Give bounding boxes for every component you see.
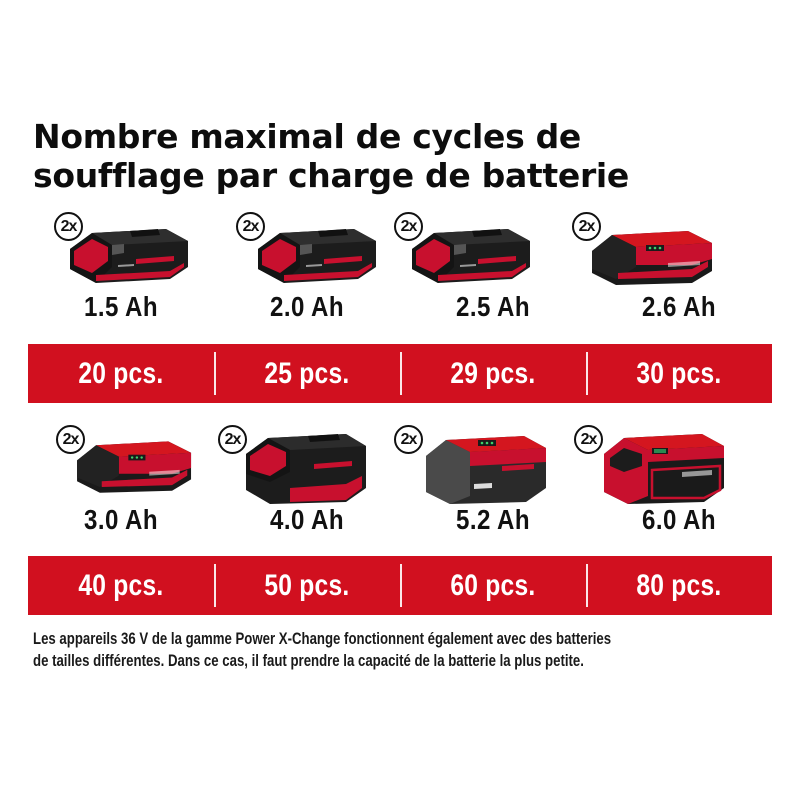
cycles-cell: 40 pcs. bbox=[28, 556, 214, 615]
battery-card: 2x 5.2 Ah bbox=[394, 420, 586, 550]
battery-card: 2x 4.0 Ah bbox=[214, 420, 400, 550]
page-title: Nombre maximal de cycles de soufflage pa… bbox=[33, 117, 773, 195]
quantity-badge: 2x bbox=[218, 425, 247, 454]
battery-card: 2x 6.0 Ah bbox=[574, 420, 772, 550]
battery-icon bbox=[426, 436, 546, 504]
quantity-badge: 2x bbox=[572, 212, 601, 241]
cycles-cell: 20 pcs. bbox=[28, 344, 214, 403]
battery-capacity: 6.0 Ah bbox=[642, 504, 716, 535]
quantity-badge: 2x bbox=[236, 212, 265, 241]
title-line-2: soufflage par charge de batterie bbox=[33, 156, 630, 195]
cycles-cell: 30 pcs. bbox=[586, 344, 772, 403]
cycles-value: 80 pcs. bbox=[636, 568, 722, 602]
cycles-value: 60 pcs. bbox=[450, 568, 536, 602]
cycles-value: 25 pcs. bbox=[264, 356, 350, 390]
battery-icon bbox=[602, 432, 726, 506]
battery-icon bbox=[70, 229, 188, 283]
quantity-badge: 2x bbox=[574, 425, 603, 454]
cycles-cell: 80 pcs. bbox=[586, 556, 772, 615]
title-line-1: Nombre maximal de cycles de bbox=[33, 117, 582, 156]
battery-icon bbox=[77, 441, 192, 493]
battery-row-1: 2x 1.5 Ah 2x 2.0 Ah 2x 2.5 Ah 2x 2.6 Ah bbox=[28, 207, 772, 337]
cycles-cell: 50 pcs. bbox=[214, 556, 400, 615]
battery-icon bbox=[246, 434, 366, 504]
battery-capacity: 5.2 Ah bbox=[456, 504, 530, 535]
quantity-badge: 2x bbox=[394, 212, 423, 241]
cycles-value: 40 pcs. bbox=[78, 568, 164, 602]
battery-icon bbox=[412, 229, 530, 283]
cycles-cell: 29 pcs. bbox=[400, 344, 586, 403]
cycles-bar-row-2: 40 pcs. 50 pcs. 60 pcs. 80 pcs. bbox=[28, 556, 772, 615]
quantity-badge: 2x bbox=[54, 212, 83, 241]
battery-capacity: 2.6 Ah bbox=[642, 291, 716, 322]
quantity-badge: 2x bbox=[56, 425, 85, 454]
battery-capacity: 3.0 Ah bbox=[84, 504, 158, 535]
battery-capacity: 4.0 Ah bbox=[270, 504, 344, 535]
cycles-value: 29 pcs. bbox=[450, 356, 536, 390]
battery-icon bbox=[592, 231, 712, 285]
battery-card: 2x 1.5 Ah bbox=[28, 207, 214, 337]
footnote: Les appareils 36 V de la gamme Power X-C… bbox=[33, 628, 641, 672]
footnote-line-1: Les appareils 36 V de la gamme Power X-C… bbox=[33, 630, 612, 648]
cycles-value: 50 pcs. bbox=[264, 568, 350, 602]
cycles-value: 20 pcs. bbox=[78, 356, 164, 390]
battery-capacity: 1.5 Ah bbox=[84, 291, 158, 322]
battery-capacity: 2.0 Ah bbox=[270, 291, 344, 322]
cycles-cell: 60 pcs. bbox=[400, 556, 586, 615]
cycles-cell: 25 pcs. bbox=[214, 344, 400, 403]
battery-card: 2x 2.6 Ah bbox=[572, 207, 772, 337]
battery-capacity: 2.5 Ah bbox=[456, 291, 530, 322]
cycles-value: 30 pcs. bbox=[636, 356, 722, 390]
quantity-badge: 2x bbox=[394, 425, 423, 454]
battery-row-2: 2x 3.0 Ah 2x 4.0 Ah 2x 5.2 Ah 2x 6.0 Ah bbox=[28, 420, 772, 550]
battery-card: 2x 2.0 Ah bbox=[214, 207, 400, 337]
battery-card: 2x 2.5 Ah bbox=[394, 207, 586, 337]
cycles-bar-row-1: 20 pcs. 25 pcs. 29 pcs. 30 pcs. bbox=[28, 344, 772, 403]
battery-icon bbox=[258, 229, 376, 283]
footnote-line-2: de tailles différentes. Dans ce cas, il … bbox=[33, 652, 584, 670]
battery-card: 2x 3.0 Ah bbox=[28, 420, 214, 550]
